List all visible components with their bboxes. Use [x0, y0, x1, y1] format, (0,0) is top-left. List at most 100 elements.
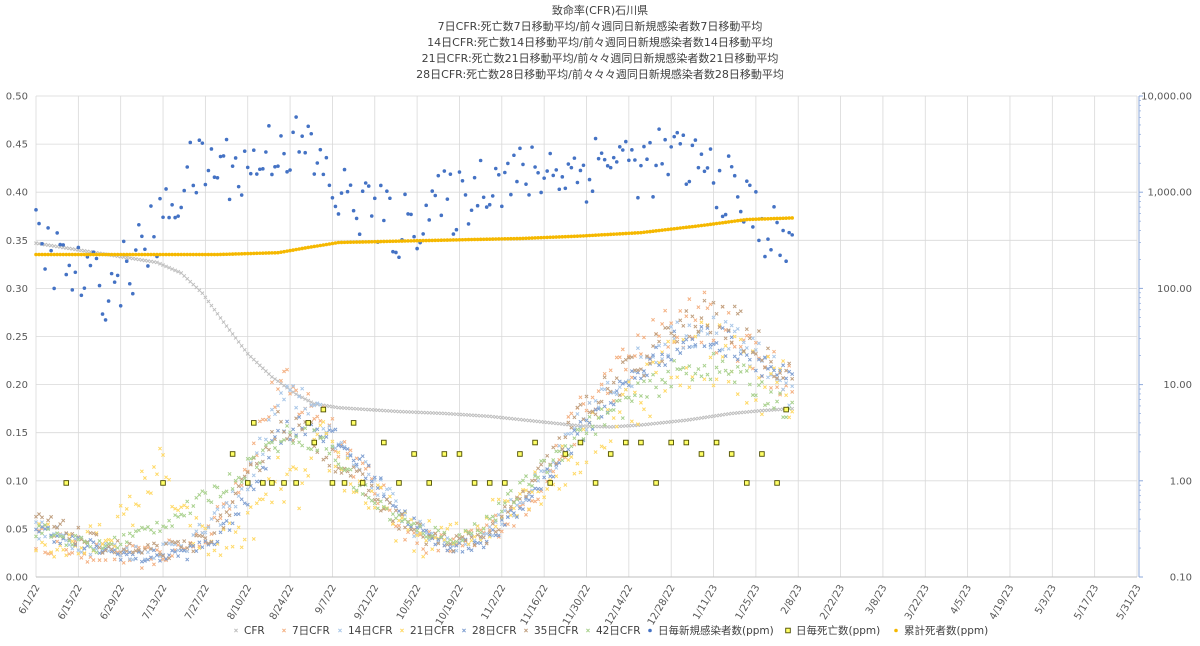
point-1-250 [790, 389, 795, 394]
point-7-182 [584, 200, 589, 204]
x-tick-24: 5/3/23 [1033, 583, 1059, 616]
point-7-69 [242, 149, 247, 153]
point-9-239 [757, 217, 761, 221]
point-0-103 [345, 406, 350, 411]
point-2-2 [40, 520, 45, 525]
point-2-172 [554, 465, 559, 470]
point-3-80 [276, 455, 280, 460]
point-6-134 [439, 535, 444, 539]
point-3-119 [393, 538, 398, 543]
point-4-164 [530, 494, 535, 499]
point-7-228 [723, 212, 728, 217]
point-9-154 [500, 237, 504, 241]
point-0-250 [790, 406, 795, 411]
point-5-80 [276, 409, 280, 414]
point-7-60 [215, 175, 220, 180]
point-7-105 [351, 208, 356, 213]
point-1-45 [170, 553, 175, 558]
point-7-39 [152, 234, 156, 239]
point-3-239 [756, 375, 761, 380]
point-8-36 [683, 439, 690, 446]
point-9-40 [155, 252, 159, 257]
legend-item-9: 累計死者数(ppm) [894, 624, 988, 637]
point-4-218 [693, 342, 698, 347]
point-6-55 [200, 489, 205, 494]
point-2-170 [548, 469, 553, 474]
point-1-126 [415, 541, 420, 546]
point-2-70 [245, 487, 250, 492]
point-2-210 [669, 324, 674, 329]
point-6-233 [738, 369, 743, 374]
point-7-134 [439, 213, 444, 218]
point-5-161 [521, 489, 525, 494]
point-3-63 [224, 545, 229, 550]
point-8-28 [562, 451, 569, 457]
x-tick-14: 12/14/22 [603, 583, 635, 627]
point-8-29 [577, 439, 584, 446]
point-1-100 [336, 454, 341, 459]
point-7-115 [382, 218, 386, 223]
point-3-181 [581, 427, 586, 432]
point-0-16 [82, 248, 87, 253]
point-6-74 [257, 460, 262, 465]
point-4-58 [209, 540, 214, 545]
series-3 [34, 320, 795, 559]
point-4-204 [651, 353, 655, 358]
point-4-84 [288, 437, 293, 442]
point-9-1 [37, 252, 41, 257]
point-5-58 [209, 539, 214, 544]
point-5-244 [772, 374, 776, 379]
point-5-31 [127, 541, 132, 546]
point-9-32 [130, 252, 135, 257]
point-2-15 [79, 550, 84, 555]
point-7-188 [602, 157, 607, 162]
point-0-183 [587, 424, 592, 429]
point-8-41 [759, 451, 765, 457]
point-2-206 [657, 343, 662, 348]
point-0-70 [245, 351, 250, 356]
point-6-137 [448, 537, 453, 542]
point-0-224 [711, 414, 716, 419]
point-6-96 [324, 446, 329, 451]
point-0-199 [635, 423, 640, 428]
y-left-tick-7: 0.35 [6, 236, 28, 247]
point-6-92 [312, 428, 317, 432]
point-6-182 [584, 431, 589, 436]
point-5-97 [327, 463, 332, 468]
point-7-158 [512, 153, 516, 158]
point-6-169 [545, 470, 550, 475]
point-4-82 [282, 429, 286, 434]
point-7-141 [460, 178, 465, 183]
point-1-5 [49, 551, 54, 556]
point-6-87 [297, 440, 302, 445]
point-0-198 [632, 423, 637, 428]
point-6-217 [690, 377, 695, 382]
point-4-30 [124, 552, 129, 557]
point-3-129 [424, 538, 429, 543]
point-8-31 [607, 451, 614, 457]
point-2-201 [642, 372, 646, 377]
point-5-193 [617, 393, 622, 398]
point-7-49 [182, 188, 187, 193]
point-9-8 [58, 252, 62, 257]
point-0-167 [539, 419, 544, 424]
point-2-127 [418, 519, 423, 524]
point-7-6 [52, 286, 56, 291]
point-1-144 [469, 528, 474, 533]
point-2-63 [224, 500, 229, 505]
point-6-112 [372, 501, 377, 506]
point-5-57 [206, 541, 211, 546]
point-5-215 [684, 309, 689, 313]
point-7-225 [714, 205, 719, 210]
point-4-220 [699, 324, 704, 329]
point-2-83 [285, 384, 290, 389]
point-4-167 [539, 487, 544, 491]
point-3-47 [176, 508, 181, 513]
point-2-208 [663, 342, 668, 347]
point-4-144 [469, 548, 474, 553]
point-6-125 [412, 521, 417, 526]
point-1-122 [403, 537, 407, 542]
point-6-230 [729, 369, 734, 374]
point-0-215 [684, 418, 689, 423]
point-6-228 [723, 368, 728, 373]
